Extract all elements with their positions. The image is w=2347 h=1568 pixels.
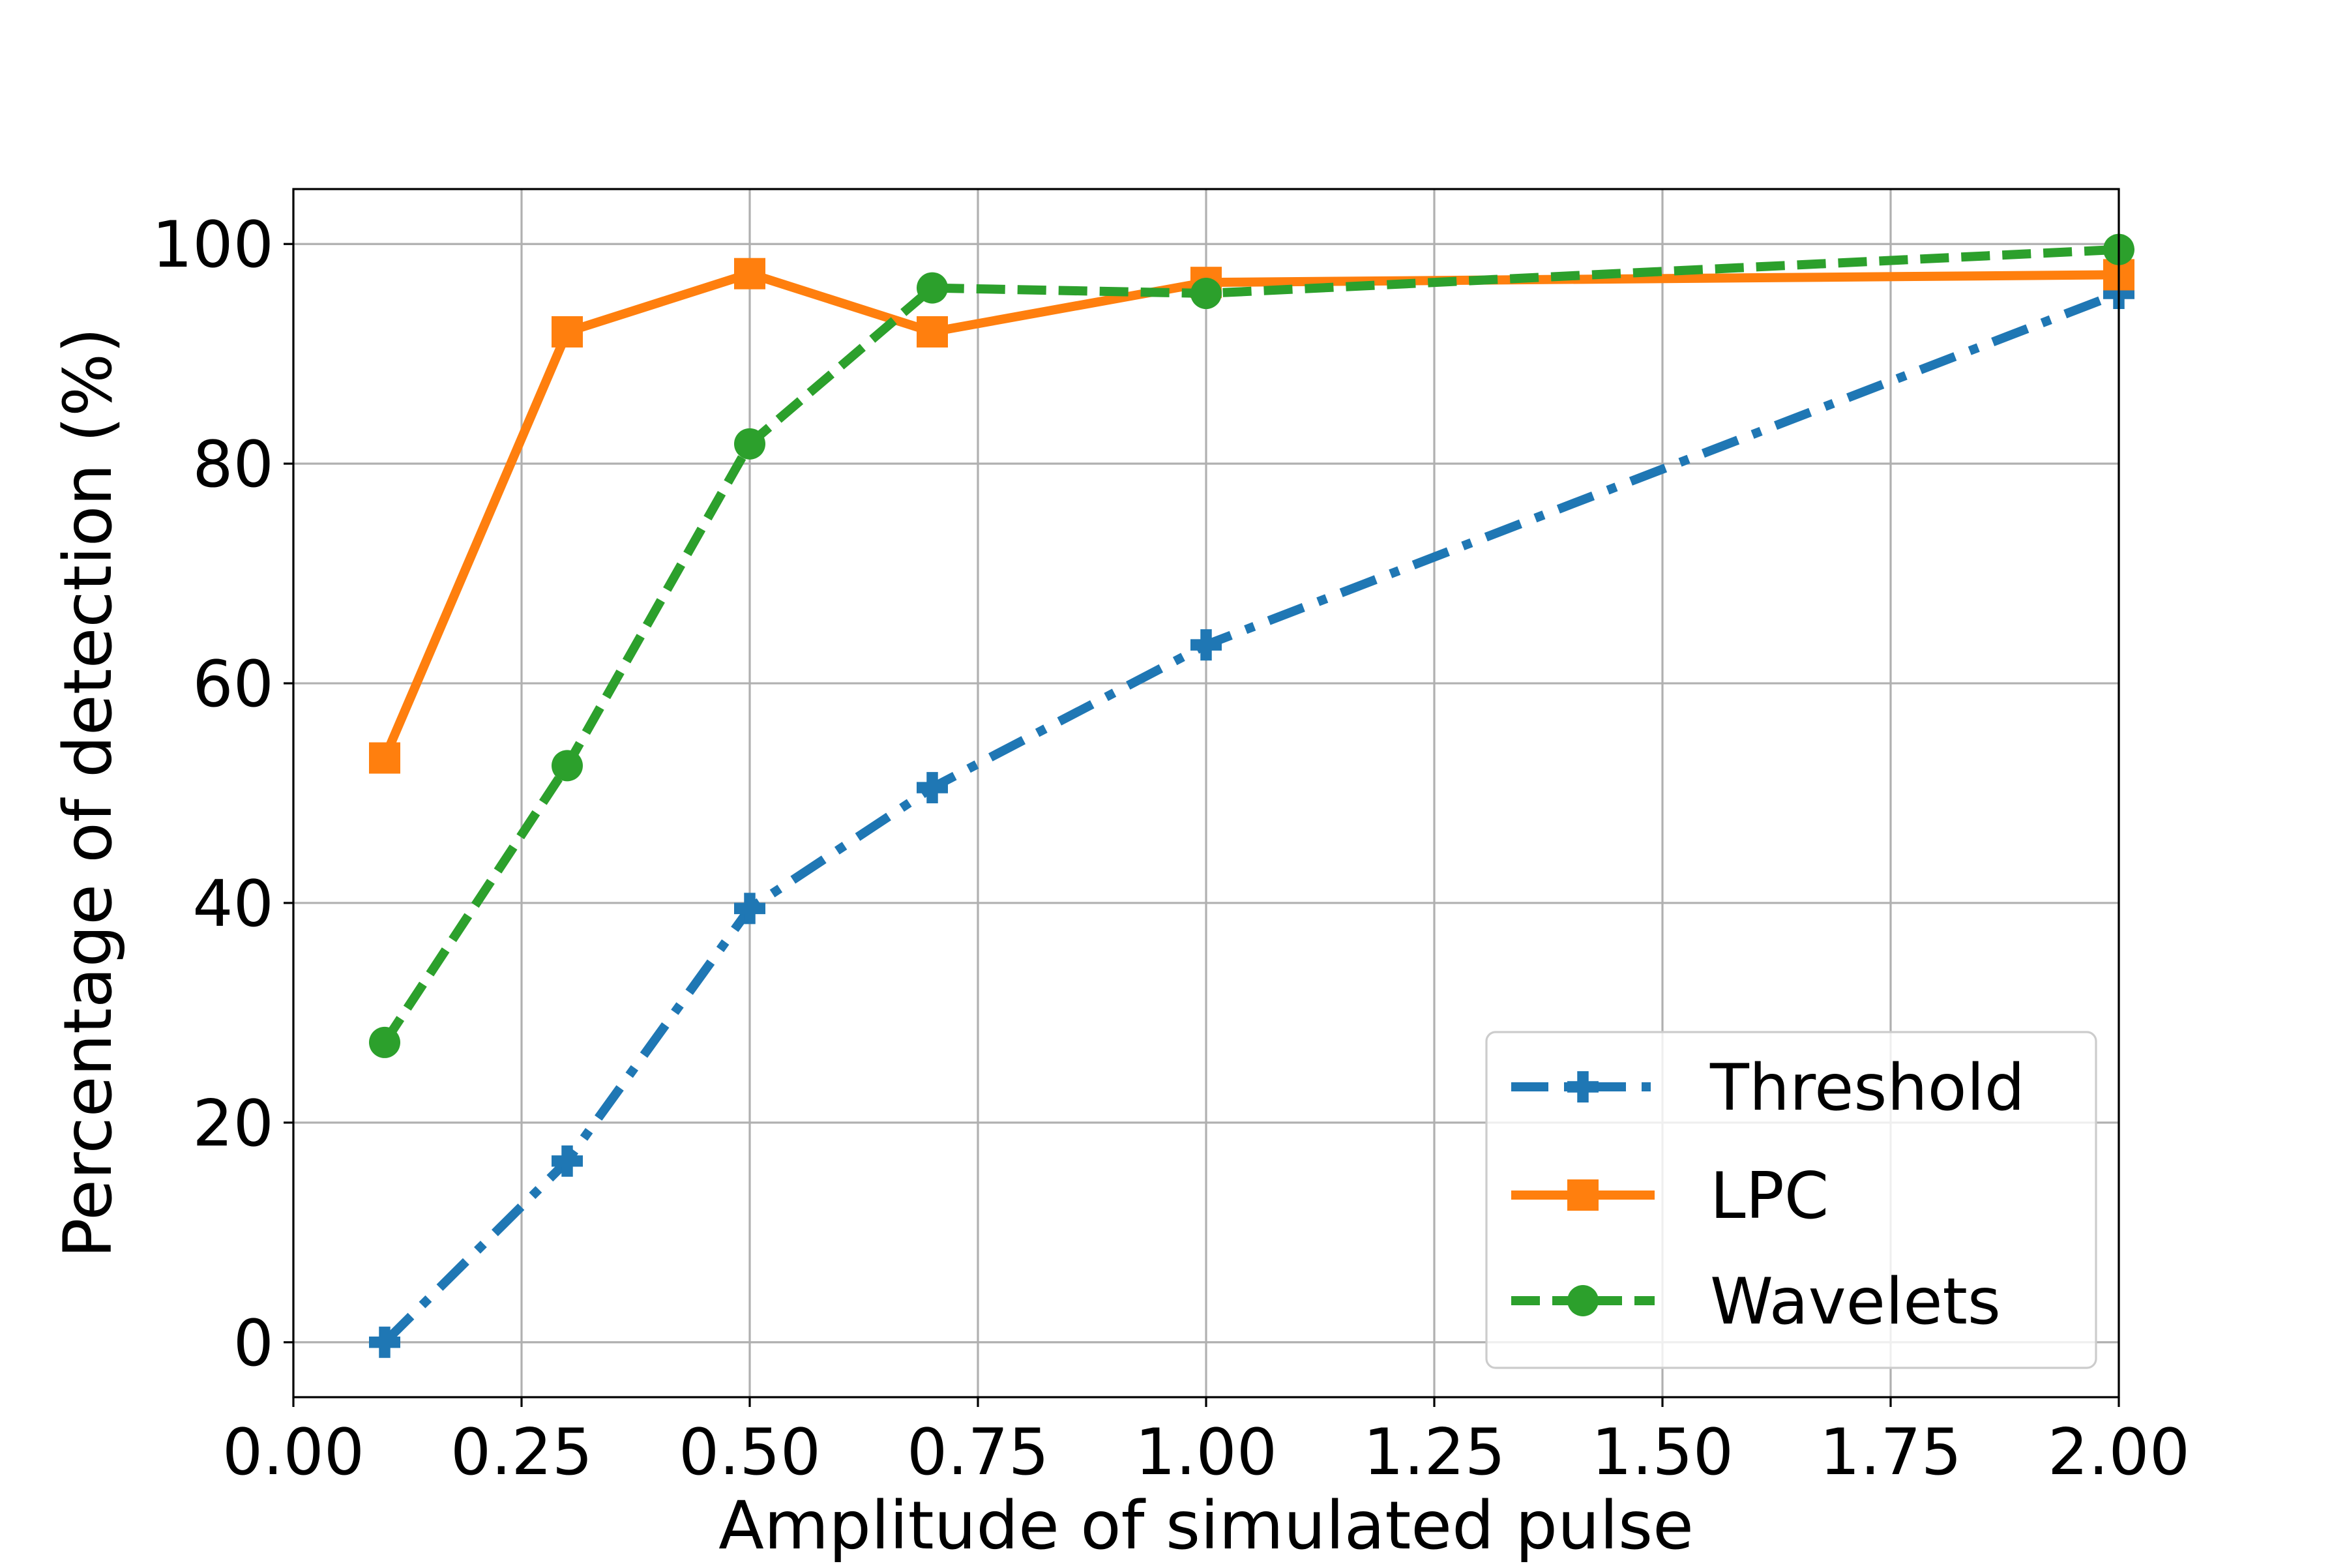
legend-label-wavelets: Wavelets (1710, 1265, 2001, 1339)
x-tick-label: 2.00 (2048, 1415, 2190, 1490)
y-tick-label: 80 (192, 428, 274, 502)
legend: Threshold LPC Wavelets (1485, 1031, 2097, 1369)
series-wavelets (369, 233, 2134, 1058)
data-point-threshold (917, 772, 948, 804)
data-point-wavelets (552, 750, 583, 782)
legend-marker-wavelets (1567, 1285, 1599, 1316)
data-point-wavelets (734, 428, 765, 460)
series-lpc (369, 258, 2134, 774)
y-tick-label: 20 (192, 1087, 274, 1161)
y-tick-label: 40 (192, 867, 274, 941)
data-point-threshold (369, 1326, 400, 1358)
axis-ticks: 0.00 0.25 0.50 0.75 1.00 1.25 1.50 1.75 2.00 0 20 4… (152, 208, 2190, 1490)
data-point-wavelets (369, 1026, 400, 1058)
data-point-lpc (552, 316, 583, 348)
legend-label-threshold: Threshold (1709, 1051, 2025, 1125)
x-tick-label: 1.25 (1363, 1415, 1505, 1490)
x-tick-label: 1.50 (1591, 1415, 1734, 1490)
data-point-wavelets (1190, 278, 1222, 310)
x-tick-label: 0.50 (679, 1415, 821, 1490)
series-line-threshold (381, 289, 2121, 1346)
legend-marker-threshold (1567, 1071, 1599, 1102)
y-tick-label: 100 (152, 208, 274, 282)
legend-label-lpc: LPC (1710, 1159, 1829, 1234)
data-point-threshold (734, 893, 765, 925)
data-point-lpc (734, 258, 765, 289)
y-axis-label: Percentage of detection (%) (50, 327, 127, 1258)
y-tick-label: 0 (233, 1307, 274, 1381)
data-point-wavelets (917, 272, 948, 304)
data-point-lpc (369, 742, 400, 774)
x-tick-label: 0.00 (222, 1415, 364, 1490)
data-point-threshold (1190, 629, 1222, 661)
grid (292, 189, 2120, 1397)
x-tick-label: 0.25 (450, 1415, 593, 1490)
series-layer (369, 233, 2134, 1358)
data-point-threshold (552, 1145, 583, 1177)
x-axis-label: Amplitude of simulated pulse (718, 1487, 1694, 1565)
x-tick-label: 1.75 (1820, 1415, 1962, 1490)
legend-marker-lpc (1567, 1179, 1599, 1211)
x-tick-label: 1.00 (1135, 1415, 1277, 1490)
x-tick-label: 0.75 (907, 1415, 1049, 1490)
series-line-lpc (380, 269, 2119, 760)
series-line-wavelets (381, 244, 2119, 1045)
y-tick-label: 60 (192, 647, 274, 722)
data-point-lpc (917, 316, 948, 348)
legend-box (1485, 1031, 2097, 1369)
